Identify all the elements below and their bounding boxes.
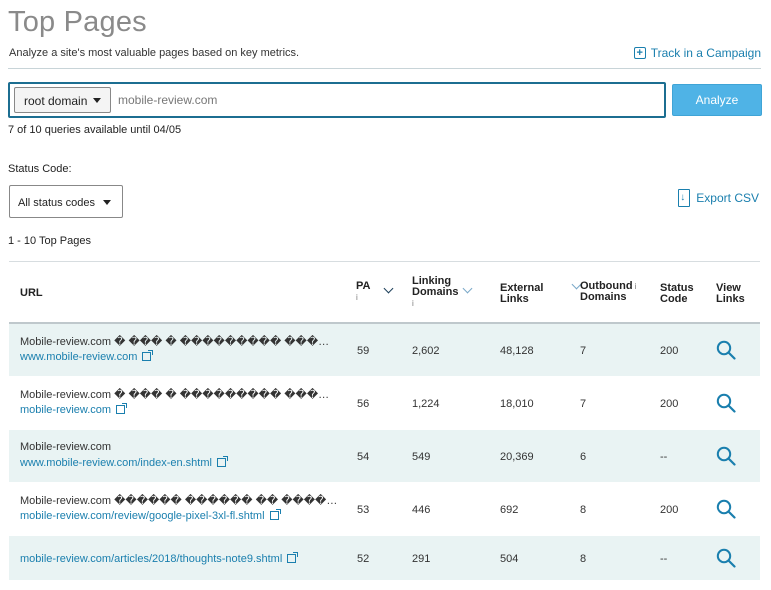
external-links-value: 48,128 [500, 345, 534, 357]
scope-dropdown-value: root domain [24, 94, 88, 108]
page-title-text: Mobile-review.com � ��� � ��������� ����… [20, 389, 340, 401]
magnifier-icon[interactable] [716, 548, 736, 568]
header-divider [8, 68, 761, 69]
results-range: 1 - 10 Top Pages [8, 235, 91, 247]
external-links-value: 18,010 [500, 398, 534, 410]
track-in-campaign-label: Track in a Campaign [650, 46, 761, 60]
linking-domains-value: 549 [412, 451, 431, 463]
analyze-button[interactable]: Analyze [672, 84, 762, 116]
table-row: Mobile-review.com www.mobile-review.com/… [9, 430, 760, 483]
external-links-value: 504 [500, 553, 519, 565]
file-download-icon [678, 189, 691, 207]
page-url-link[interactable]: mobile-review.com/review/google-pixel-3x… [20, 509, 281, 522]
pa-value: 54 [357, 451, 370, 463]
col-status-code: Status Code [660, 282, 694, 305]
linking-domains-value: 2,602 [412, 345, 440, 357]
page-url-text: mobile-review.com [20, 404, 112, 416]
page-url-link[interactable]: www.mobile-review.com [20, 350, 154, 363]
status-code-value: -- [660, 553, 668, 565]
status-code-value: 200 [660, 398, 679, 410]
external-link-icon [216, 456, 228, 467]
export-csv-label: Export CSV [696, 191, 759, 205]
magnifier-icon[interactable] [716, 499, 736, 519]
page-url-text: mobile-review.com/articles/2018/thoughts… [20, 553, 283, 565]
linking-domains-value: 446 [412, 504, 431, 516]
track-in-campaign-link[interactable]: + Track in a Campaign [633, 46, 761, 60]
table-row: Mobile-review.com � ��� � ��������� ����… [9, 377, 760, 430]
page-url-link[interactable]: mobile-review.com/articles/2018/thoughts… [20, 552, 299, 565]
page-url-text: www.mobile-review.com/index-en.shtml [20, 457, 212, 469]
external-link-icon [269, 509, 281, 520]
info-icon: i [632, 282, 637, 291]
domain-search-box: root domain [8, 82, 666, 118]
page-url-link[interactable]: mobile-review.com [20, 403, 128, 416]
status-code-label: Status Code: [8, 163, 72, 175]
magnifier-icon[interactable] [716, 340, 736, 360]
status-code-value: -- [660, 451, 668, 463]
col-linking-domains[interactable]: Linking Domains i [412, 276, 473, 309]
outbound-domains-value: 6 [580, 451, 587, 463]
outbound-domains-value: 8 [580, 553, 587, 565]
top-pages-table: URL PA i Linking Domains i External Links Ou… [9, 261, 760, 581]
external-link-icon [142, 350, 154, 361]
col-url[interactable]: URL [20, 287, 43, 299]
caret-down-icon [93, 98, 101, 103]
table-row: mobile-review.com/articles/2018/thoughts… [9, 536, 760, 581]
col-outbound-domains: Outbound i Domains [580, 280, 637, 303]
col-pa[interactable]: PA i [356, 281, 394, 303]
export-csv-button[interactable]: Export CSV [678, 189, 759, 207]
table-row: Mobile-review.com ������ ������ �� �����… [9, 483, 760, 536]
magnifier-icon[interactable] [716, 393, 736, 413]
plus-box-icon: + [633, 47, 646, 59]
external-link-icon [116, 403, 128, 414]
sort-icon [463, 283, 473, 294]
page-url-link[interactable]: www.mobile-review.com/index-en.shtml [20, 456, 228, 469]
page-title: Top Pages [8, 6, 147, 38]
external-link-icon [287, 552, 299, 563]
sort-desc-icon [384, 283, 394, 294]
info-icon: i [356, 293, 358, 302]
external-links-value: 20,369 [500, 451, 534, 463]
pa-value: 59 [357, 345, 370, 357]
status-code-value: 200 [660, 345, 679, 357]
status-code-dropdown[interactable]: All status codes [9, 185, 123, 218]
status-code-value: 200 [660, 504, 679, 516]
domain-input[interactable] [118, 87, 648, 113]
caret-down-icon [103, 200, 111, 205]
page-url-text: mobile-review.com/review/google-pixel-3x… [20, 510, 265, 522]
external-links-value: 692 [500, 504, 519, 516]
outbound-domains-value: 8 [580, 504, 587, 516]
status-code-value: All status codes [18, 197, 96, 209]
linking-domains-value: 1,224 [412, 398, 440, 410]
col-view-links: View Links [716, 282, 745, 305]
page-subtitle: Analyze a site's most valuable pages bas… [9, 47, 300, 59]
pa-value: 52 [357, 553, 370, 565]
table-row: Mobile-review.com � ��� � ��������� ����… [9, 324, 760, 377]
page-title-text: Mobile-review.com � ��� � ��������� ����… [20, 336, 340, 348]
table-header: URL PA i Linking Domains i External Links Ou… [9, 261, 760, 324]
page-title-text: Mobile-review.com ������ ������ �� �����… [20, 495, 340, 507]
linking-domains-value: 291 [412, 553, 431, 565]
magnifier-icon[interactable] [716, 446, 736, 466]
table-body: Mobile-review.com � ��� � ��������� ����… [9, 324, 760, 581]
col-external-links[interactable]: External Links [500, 279, 582, 305]
outbound-domains-value: 7 [580, 398, 587, 410]
page-url-text: www.mobile-review.com [20, 351, 138, 363]
scope-dropdown[interactable]: root domain [14, 87, 111, 113]
outbound-domains-value: 7 [580, 345, 587, 357]
pa-value: 56 [357, 398, 370, 410]
pa-value: 53 [357, 504, 370, 516]
queries-remaining: 7 of 10 queries available until 04/05 [8, 124, 182, 136]
page-title-text: Mobile-review.com [20, 441, 112, 453]
info-icon: i [412, 299, 414, 308]
